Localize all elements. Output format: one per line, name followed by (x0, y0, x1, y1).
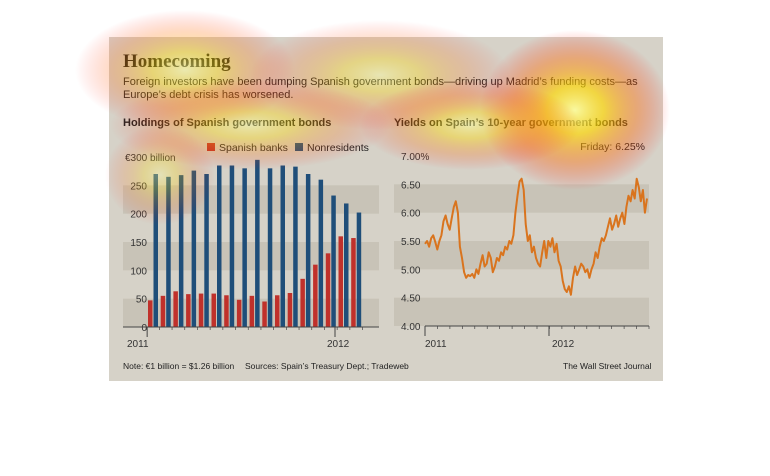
y-tick-label: 100 (130, 266, 147, 277)
holdings-x-tick-2012: 2012 (327, 339, 350, 350)
bar-nonresidents (318, 179, 324, 327)
bar-spanish-banks (275, 295, 280, 327)
bar-spanish-banks (173, 291, 178, 327)
y-tick-label: 0 (141, 323, 147, 334)
y-tick-label: 6.00 (401, 209, 421, 220)
bar-nonresidents (356, 212, 362, 327)
bar-nonresidents (153, 174, 158, 327)
bar-spanish-banks (148, 300, 153, 327)
footnote: Note: €1 billion = $1.26 billion (123, 361, 235, 371)
bar-nonresidents (255, 159, 260, 327)
bar-nonresidents (344, 203, 349, 327)
bar-nonresidents (305, 174, 311, 327)
bar-nonresidents (191, 170, 197, 327)
sources-note: Sources: Spain’s Treasury Dept.; Tradewe… (245, 361, 409, 371)
bar-nonresidents (293, 166, 298, 327)
y-tick-label: 5.00 (401, 265, 421, 276)
gridline-band (394, 241, 649, 270)
y-tick-label: 4.00 (401, 322, 421, 333)
bar-spanish-banks (262, 301, 267, 327)
bar-spanish-banks (211, 293, 216, 327)
yields-x-tick-2011: 2011 (425, 339, 447, 350)
y-tick-label: 50 (136, 295, 148, 306)
bar-spanish-banks (300, 278, 305, 327)
y-tick-label: 5.50 (401, 237, 421, 248)
yields-line-chart: 7.00% 6.50 6.00 5.50 5.00 4.50 4.00 Friday: 6.2… (394, 141, 650, 336)
bar-spanish-banks (224, 295, 229, 327)
bar-spanish-banks (338, 236, 343, 327)
y-tick-label: 4.50 (401, 294, 421, 305)
y-tick-label: 150 (130, 238, 147, 249)
gridline-band (394, 184, 649, 213)
bar-nonresidents (166, 176, 171, 327)
bar-spanish-banks (287, 293, 293, 327)
bar-spanish-banks (160, 295, 166, 327)
bar-spanish-banks (198, 293, 204, 327)
y-tick-label: 7.00% (401, 152, 429, 163)
bar-spanish-banks (351, 238, 356, 327)
bar-nonresidents (229, 165, 235, 327)
bar-nonresidents (242, 168, 247, 327)
chart-panel: Homecoming Foreign investors have been d… (109, 37, 663, 381)
holdings-x-tick-2011: 2011 (127, 339, 149, 350)
bar-spanish-banks (249, 295, 255, 327)
bar-nonresidents (331, 195, 336, 327)
yield-line (424, 177, 648, 296)
yields-x-tick-2012: 2012 (552, 339, 575, 350)
bar-nonresidents (204, 174, 209, 327)
bar-spanish-banks (325, 253, 331, 327)
credit: The Wall Street Journal (563, 361, 652, 371)
latest-yield-annotation: Friday: 6.25% (580, 141, 645, 153)
gridline-band (123, 242, 379, 271)
bar-spanish-banks (313, 264, 318, 327)
y-tick-label: 6.50 (401, 180, 421, 191)
bar-nonresidents (280, 165, 285, 327)
gridline-band (394, 297, 649, 326)
bar-spanish-banks (236, 299, 242, 327)
bar-spanish-banks (186, 294, 191, 327)
bar-nonresidents (217, 165, 222, 327)
bar-nonresidents (267, 168, 273, 327)
bar-nonresidents (178, 175, 184, 327)
